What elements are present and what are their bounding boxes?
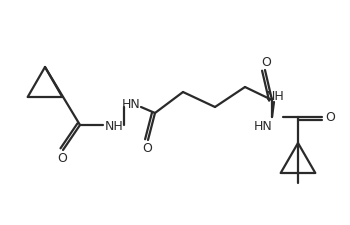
- Text: O: O: [142, 142, 152, 155]
- Text: NH: NH: [266, 89, 284, 102]
- Text: NH: NH: [105, 119, 123, 132]
- Text: HN: HN: [254, 120, 272, 133]
- Text: O: O: [57, 152, 67, 165]
- Text: HN: HN: [122, 98, 140, 111]
- Text: O: O: [261, 55, 271, 68]
- Text: O: O: [325, 111, 335, 124]
